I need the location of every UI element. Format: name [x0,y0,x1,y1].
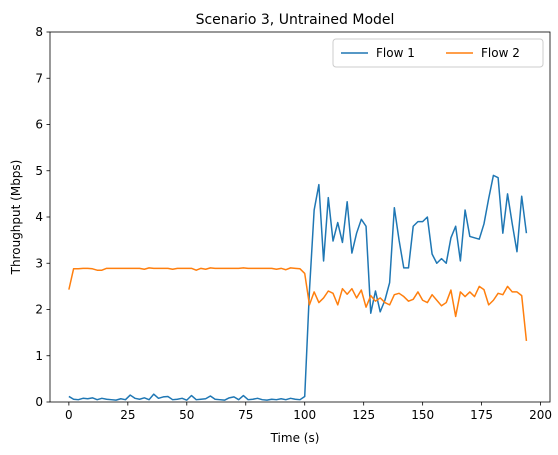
legend-box [332,38,544,68]
y-tick-label: 4 [35,210,43,224]
x-tick-label: 200 [529,408,552,422]
plot-area: 0 25 50 75 100 125 150 175 200 0 1 2 3 4 5 6 7 8 Flow 1 Flo… [35,25,552,422]
x-tick-label: 100 [293,408,316,422]
x-tick-label: 75 [238,408,253,422]
y-tick-label: 2 [35,303,43,317]
y-tick-label: 5 [35,164,43,178]
series-line-1 [68,174,528,401]
y-tick-label: 7 [35,71,43,85]
legend-label-2: Flow 2 [481,46,520,60]
y-axis-label: Throughput (Mbps) [9,160,23,276]
x-tick-label: 175 [470,408,493,422]
x-axis-label: Time (s) [270,431,320,445]
x-tick-label: 150 [411,408,434,422]
chart-title: Scenario 3, Untrained Model [196,12,395,28]
y-tick-label: 6 [35,118,43,132]
series-line-2 [68,267,528,342]
legend-label-1: Flow 1 [376,46,415,60]
x-tick-label: 50 [179,408,194,422]
y-tick-label: 3 [35,256,43,270]
x-tick-label: 25 [120,408,135,422]
y-tick-label: 1 [35,349,43,363]
y-tick-label: 8 [35,25,43,39]
x-tick-label: 125 [352,408,375,422]
y-tick-label: 0 [35,395,43,409]
x-tick-label: 0 [65,408,73,422]
